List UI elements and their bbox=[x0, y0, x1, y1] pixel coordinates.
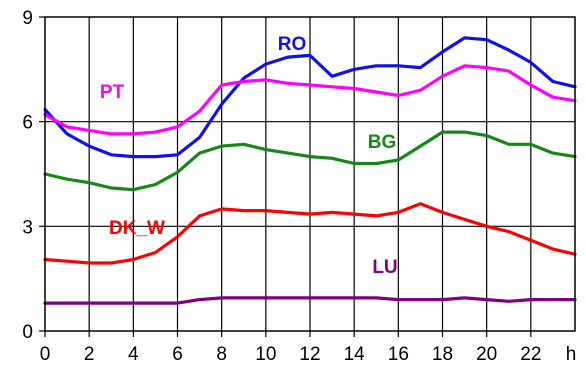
series-label-lu: LU bbox=[372, 257, 397, 278]
series-label-bg: BG bbox=[368, 132, 397, 153]
x-tick-label: 8 bbox=[216, 344, 227, 365]
series-labels: RO PT BG DK_W LU bbox=[100, 34, 398, 278]
x-axis-unit-label: h bbox=[566, 344, 577, 365]
y-axis-ticks: 0 3 6 9 bbox=[22, 8, 45, 343]
x-tick-label: 14 bbox=[344, 344, 366, 365]
series-line-pt bbox=[43, 64, 577, 136]
series-label-pt: PT bbox=[100, 82, 125, 103]
y-tick-label: 6 bbox=[22, 113, 33, 134]
y-tick-label: 9 bbox=[22, 8, 33, 29]
x-tick-label: 18 bbox=[432, 344, 453, 365]
x-tick-label: 10 bbox=[255, 344, 276, 365]
x-tick-label: 20 bbox=[476, 344, 497, 365]
x-tick-label: 2 bbox=[84, 344, 95, 365]
y-tick-label: 3 bbox=[22, 217, 33, 238]
series-line-lu bbox=[43, 296, 577, 305]
series-layer bbox=[43, 36, 577, 305]
series-line-dk-w bbox=[43, 202, 577, 265]
x-tick-label: 0 bbox=[40, 344, 51, 365]
x-tick-label: 6 bbox=[172, 344, 183, 365]
y-tick-label: 0 bbox=[22, 322, 33, 343]
series-label-ro: RO bbox=[278, 34, 307, 55]
grid bbox=[45, 17, 575, 331]
series-label-dk-w: DK_W bbox=[109, 218, 165, 239]
x-tick-label: 16 bbox=[388, 344, 409, 365]
x-tick-label: 12 bbox=[299, 344, 320, 365]
series-line-bg bbox=[43, 130, 577, 192]
x-tick-label: 22 bbox=[520, 344, 541, 365]
x-axis-ticks: 0 2 4 6 8 10 12 14 16 18 20 22 bbox=[40, 331, 541, 365]
series-line-ro bbox=[43, 36, 577, 159]
x-tick-label: 4 bbox=[128, 344, 139, 365]
